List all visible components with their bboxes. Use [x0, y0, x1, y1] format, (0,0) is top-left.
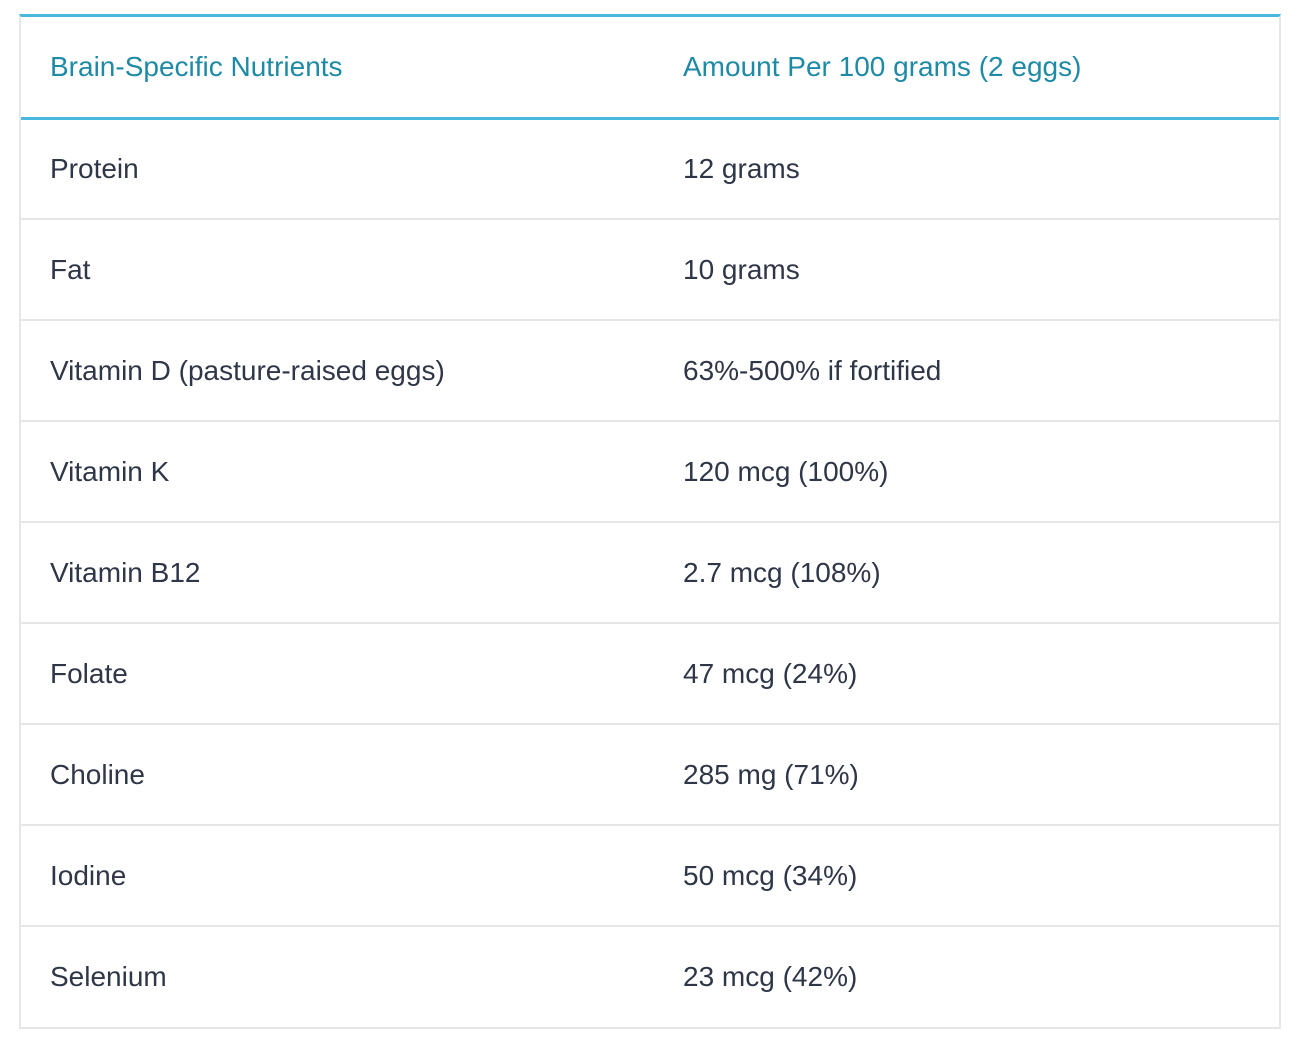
nutrient-amount: 2.7 mcg (108%): [654, 522, 1279, 624]
nutrient-amount: 23 mcg (42%): [683, 961, 858, 992]
nutrient-amount: 285 mg (71%): [654, 724, 1279, 826]
column-header-amount: Amount Per 100 grams (2 eggs): [654, 17, 1279, 120]
nutrient-amount: 10 grams: [654, 219, 1279, 321]
nutrient-name: Vitamin K: [21, 421, 654, 523]
table-row: Choline 285 mg (71%): [21, 724, 1279, 826]
nutrient-name: Iodine: [21, 825, 654, 927]
header-row: Brain-Specific Nutrients Amount Per 100 …: [21, 17, 1279, 120]
nutrient-name: Vitamin D (pasture-raised eggs): [21, 320, 654, 422]
table-body: Protein 12 grams Fat 10 grams Vitamin D …: [21, 118, 1279, 1027]
table-row: Vitamin B12 2.7 mcg (108%): [21, 522, 1279, 624]
nutrient-name: Folate: [21, 623, 654, 725]
nutrient-name: Vitamin B12: [21, 522, 654, 624]
nutrient-amount: 12 grams: [654, 118, 1279, 220]
table-row: Vitamin K 120 mcg (100%): [21, 421, 1279, 523]
nutrient-table-container: Brain-Specific Nutrients Amount Per 100 …: [19, 14, 1281, 1029]
nutrient-name: Selenium: [50, 961, 167, 992]
table-row: Fat 10 grams: [21, 219, 1279, 321]
table-row: Protein 12 grams: [21, 118, 1279, 220]
nutrient-amount: 50 mcg (34%): [654, 825, 1279, 927]
nutrient-name: Fat: [21, 219, 654, 321]
table-row: Selenium 23 mcg (42%): [21, 926, 1279, 1027]
table-row: Iodine 50 mcg (34%): [21, 825, 1279, 927]
table-row: Folate 47 mcg (24%): [21, 623, 1279, 725]
table-row: Vitamin D (pasture-raised eggs) 63%-500%…: [21, 320, 1279, 422]
nutrient-name: Choline: [21, 724, 654, 826]
nutrient-amount: 63%-500% if fortified: [654, 320, 1279, 422]
nutrient-amount: 47 mcg (24%): [654, 623, 1279, 725]
nutrient-name: Protein: [21, 118, 654, 220]
nutrient-amount: 120 mcg (100%): [654, 421, 1279, 523]
nutrient-table: Brain-Specific Nutrients Amount Per 100 …: [21, 17, 1279, 1027]
column-header-nutrient: Brain-Specific Nutrients: [21, 17, 654, 120]
table-header: Brain-Specific Nutrients Amount Per 100 …: [21, 17, 1279, 120]
